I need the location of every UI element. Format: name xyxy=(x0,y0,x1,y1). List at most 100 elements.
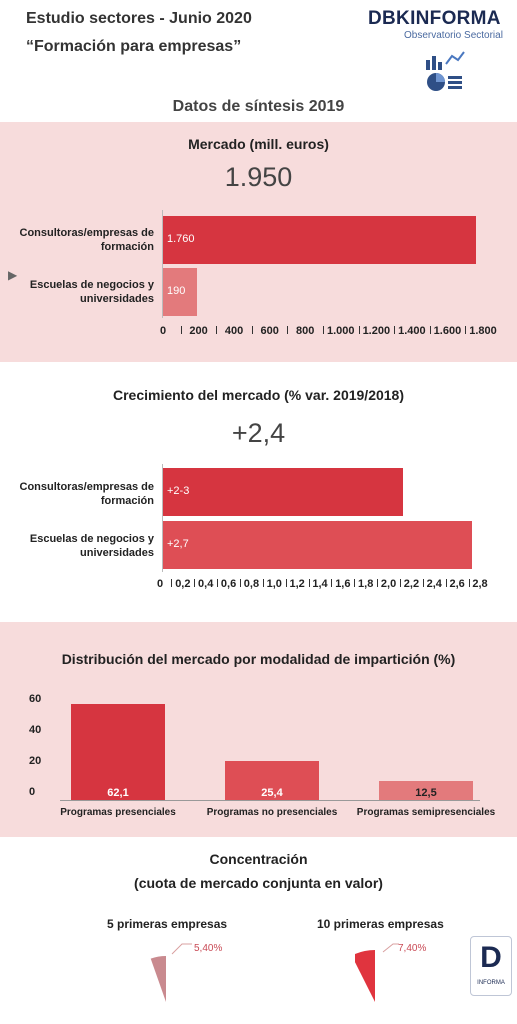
dbk-logo: DBKINFORMA xyxy=(368,8,501,29)
growth-tick-mark xyxy=(194,579,196,587)
analytics-icon xyxy=(426,51,465,91)
growth-tick-mark xyxy=(377,579,379,587)
top10-pie-slice xyxy=(355,949,375,1002)
distribution-bar xyxy=(71,703,165,800)
growth-axis xyxy=(162,464,163,572)
logo-tagline: Observatorio Sectorial xyxy=(404,30,503,41)
distribution-bar xyxy=(225,760,319,800)
market-tick-mark xyxy=(429,326,431,334)
market-category-label-0: Consultoras/empresas de formación xyxy=(19,227,155,253)
top5-pie-slice xyxy=(150,955,166,1002)
market-total: 1.950 xyxy=(224,162,293,192)
market-category-label-1: Escuelas de negocios y universidades xyxy=(29,279,154,305)
growth-tick-mark xyxy=(400,579,401,587)
market-tick-label: 200 xyxy=(189,325,208,337)
growth-tick-label: 0,4 xyxy=(198,578,214,590)
market-tick-label: 0 xyxy=(159,325,167,337)
growth-bar-value-0: +2-3 xyxy=(167,485,190,497)
market-title: Mercado (mill. euros) xyxy=(188,136,329,152)
growth-tick-label: 2,0 xyxy=(380,578,397,590)
growth-tick-mark xyxy=(240,579,241,587)
growth-tick-mark xyxy=(217,579,219,587)
distribution-y-tick-label: 0 xyxy=(29,786,36,798)
market-tick-label: 400 xyxy=(224,325,244,337)
growth-tick-label: 1,6 xyxy=(335,578,351,590)
growth-bar-value-1: +2,7 xyxy=(167,538,189,550)
market-bar-value-1: 190 xyxy=(167,285,186,297)
concentration-title: Concentración xyxy=(209,851,308,867)
market-bar-consultoras: 1.760 xyxy=(163,216,476,264)
growth-tick-label: 2,6 xyxy=(449,578,465,590)
growth-category-label-1: Escuelas de negocios y universidades xyxy=(29,533,154,559)
top5-value: 5,40% xyxy=(194,943,223,954)
growth-tick-label: 2,2 xyxy=(403,578,420,590)
play-icon: ▶ xyxy=(8,268,18,282)
growth-tick-mark xyxy=(331,579,333,587)
distribution-bar-value: 25,4 xyxy=(261,787,283,799)
market-tick-mark xyxy=(323,326,324,334)
growth-tick-label: 2,8 xyxy=(472,578,488,590)
market-tick-mark xyxy=(216,326,218,334)
growth-tick-label: 1,4 xyxy=(312,578,328,590)
market-tick-mark xyxy=(394,326,396,334)
badge-text: INFORMA xyxy=(477,980,505,986)
market-tick-mark xyxy=(180,326,182,334)
growth-tick-label: 1,2 xyxy=(289,578,305,590)
distribution-category-label: Programas presenciales xyxy=(60,807,176,818)
market-tick-mark xyxy=(358,326,360,334)
growth-tick-label: 0,8 xyxy=(243,578,260,590)
market-tick-label: 600 xyxy=(260,325,279,337)
market-tick-mark xyxy=(251,326,253,334)
top5-leader-line xyxy=(171,943,192,955)
market-bar-escuelas: 190 xyxy=(163,268,197,316)
top5-pie xyxy=(150,943,192,1002)
badge-letter: D xyxy=(480,941,502,974)
market-axis xyxy=(162,210,163,318)
growth-bar-escuelas: +2,7 xyxy=(163,521,472,569)
distribution-y-tick-label: 60 xyxy=(29,693,42,705)
growth-tick-mark xyxy=(422,579,424,587)
growth-tick-mark xyxy=(308,579,310,587)
distribution-title: Distribución del mercado por modalidad d… xyxy=(61,651,456,667)
market-tick-mark xyxy=(465,326,467,334)
distribution-category-label: Programas no presenciales xyxy=(206,807,338,818)
growth-bar-consultoras: +2-3 xyxy=(163,468,403,516)
top10-label: 10 primeras empresas xyxy=(317,917,444,931)
growth-tick-mark xyxy=(445,579,447,587)
study-title: Estudio sectores - Junio 2020 xyxy=(26,10,252,27)
growth-tick-mark xyxy=(354,579,356,587)
growth-tick-mark xyxy=(171,579,173,587)
growth-tick-mark xyxy=(468,579,470,587)
market-bar-value-0: 1.760 xyxy=(167,233,195,245)
market-tick-label: 1.800 xyxy=(469,325,497,337)
distribution-y-tick-label: 40 xyxy=(29,724,42,736)
distribution-y-tick-label: 20 xyxy=(29,755,42,767)
informa-badge: D INFORMA xyxy=(470,936,512,996)
distribution-bar-value: 62,1 xyxy=(107,787,129,799)
growth-tick-label: 0,6 xyxy=(220,578,237,590)
top5-label: 5 primeras empresas xyxy=(107,917,228,931)
top10-leader-line xyxy=(382,943,399,953)
market-tick-label: 800 xyxy=(296,325,315,337)
top10-value: 7,40% xyxy=(398,943,427,954)
market-tick-label: 1.600 xyxy=(433,325,462,337)
study-subtitle: “Formación para empresas” xyxy=(26,38,242,55)
concentration-subtitle: (cuota de mercado conjunta en valor) xyxy=(134,875,383,891)
distribution-bar-value: 12,5 xyxy=(415,787,437,799)
growth-tick-label: 0,2 xyxy=(175,578,191,590)
growth-tick-label: 1,8 xyxy=(358,578,374,590)
growth-tick-label: 2,4 xyxy=(426,578,442,590)
growth-tick-mark xyxy=(285,579,287,587)
growth-category-label-0: Consultoras/empresas de formación xyxy=(19,481,155,507)
section-title: Datos de síntesis 2019 xyxy=(172,98,345,115)
growth-total: +2,4 xyxy=(231,418,286,448)
growth-tick-label: 0 xyxy=(156,578,164,590)
market-tick-label: 1.400 xyxy=(398,325,426,337)
growth-title: Crecimiento del mercado (% var. 2019/201… xyxy=(112,387,405,403)
distribution-bar xyxy=(379,780,473,800)
growth-tick-label: 1,0 xyxy=(266,578,282,590)
distribution-baseline xyxy=(60,800,480,801)
distribution-category-label: Programas semipresenciales xyxy=(356,807,496,818)
top10-pie xyxy=(355,943,399,1002)
market-tick-label: 1.000 xyxy=(327,325,355,337)
